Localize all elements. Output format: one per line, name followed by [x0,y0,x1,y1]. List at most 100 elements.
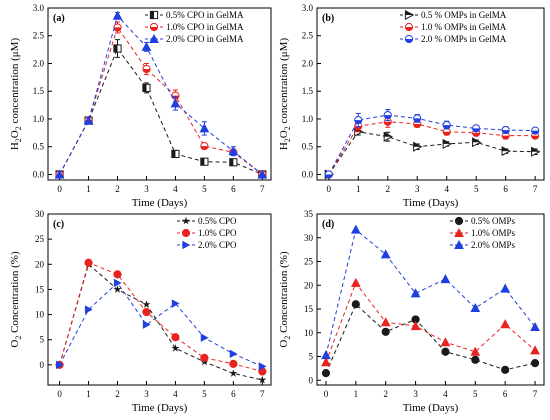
x-tick-label: 4 [173,389,178,399]
y-tick-label: 0 [40,360,45,370]
legend-marker [149,33,159,43]
legend-label: 0.5 % OMPs in GelMA [421,10,507,20]
x-tick-label: 4 [173,184,178,194]
data-point-fill [531,135,539,140]
x-tick-label: 1 [354,389,359,399]
y-tick-label: 1.0 [33,114,45,124]
y-axis-label-part: O [9,340,21,348]
legend-label: 1.0 % OMPs in GelMA [421,22,507,32]
x-tick-label: 5 [202,184,207,194]
data-point [410,288,421,298]
data-point-fill [113,27,122,32]
y-tick-label: 25 [35,234,45,244]
data-point [142,320,151,329]
series-line [325,228,536,356]
data-point [54,169,65,179]
data-point [441,347,450,356]
x-tick-label: 2 [115,389,120,399]
legend-marker-fill [405,39,413,43]
data-point [321,369,331,378]
data-point-fill [142,84,147,92]
y-axis-label-part: 2 [283,336,292,340]
x-tick-label: 4 [443,389,448,399]
y-axis-label: H2​O2​ concentration (μM) [9,38,23,151]
y-axis-label-part: 2 [14,126,23,130]
y-tick-label: 30 [35,209,45,219]
x-tick-label: 5 [473,389,478,399]
y-axis-label-part: 2 [283,126,292,130]
legend-marker-fill [150,11,154,19]
plot-frame [47,7,272,181]
series-red: 1.0% CPO [55,228,267,376]
data-point-fill [200,158,205,166]
data-point-fill [502,130,510,134]
y-tick-label: 0.0 [302,169,314,179]
data-point-fill [200,146,208,150]
data-point-fill [354,120,362,124]
data-point-fill [472,128,480,132]
y-tick-label: 35 [304,209,314,219]
series-black: 0.5 % OMPs in GelMA [324,9,541,180]
data-point-fill [472,132,480,137]
series-line [59,14,263,175]
data-point [257,169,268,179]
data-point-fill [472,138,481,143]
panel-label: (b) [322,13,334,24]
legend-marker [181,228,191,238]
legend-label: 2.0 % OMPs in GelMA [421,34,507,44]
data-point [171,333,180,342]
x-tick-label: 7 [260,389,265,399]
y-axis-label-part: O [278,130,290,138]
data-point [440,274,451,284]
x-tick-label: 7 [533,389,538,399]
series-blue: 2.0% CPO [55,240,267,371]
panel-label: (c) [53,219,64,230]
x-tick-label: 3 [144,389,149,399]
legend-marker [454,239,464,249]
y-axis-label-part: O [9,130,21,138]
data-point [229,359,238,368]
y-tick-label: 25 [304,257,314,267]
x-tick-label: 6 [231,389,236,399]
data-point [200,333,209,342]
data-point [501,365,510,374]
panel-c: (c) 0 1 2 3 4 5 6 7 0 5 10 15 20 25 30 Time (Days) O2​ Co… [9,209,272,414]
data-point [351,300,360,309]
data-point [500,283,511,293]
x-tick-label: 4 [444,184,449,194]
y-tick-label: 0 [309,375,314,385]
data-point [83,115,94,125]
y-tick-label: 10 [304,328,314,338]
data-point [471,355,480,364]
series-black: 0.5% OMPs [321,216,540,378]
x-tick-label: 0 [324,389,329,399]
panel-a: (a) 0 1 2 3 4 5 6 7 0.0 0.5 1.0 1.5 2.0 2.5 3.0 Time (Da… [9,3,272,209]
legend-marker [454,216,464,226]
x-tick-label: 2 [115,184,120,194]
data-point [170,98,181,108]
series-line [59,282,263,367]
data-point [470,346,481,356]
y-axis-label-part: H [278,142,290,150]
data-point [258,375,267,384]
x-axis-label: Time (Days) [132,197,188,209]
y-tick-label: 3.0 [33,3,45,13]
y-tick-label: 15 [304,304,314,314]
data-point [410,321,421,331]
series-blue: 2.0% CPO in GelMA [54,10,268,179]
data-point-fill [413,142,422,147]
data-point [113,285,122,293]
y-tick-label: 2.0 [302,58,314,68]
legend-label: 1.0% CPO [198,228,237,238]
data-point-fill [171,150,176,158]
data-point-fill [354,127,363,132]
legend-label: 0.5% CPO in GelMA [166,10,244,20]
series-line [325,303,536,374]
data-point [229,349,238,359]
data-point [112,10,123,20]
data-point [530,345,540,355]
legend-marker [454,227,464,237]
x-tick-label: 5 [474,184,479,194]
data-point [321,357,331,367]
y-axis-label: H2​O2​ concentration (μM) [278,38,292,151]
